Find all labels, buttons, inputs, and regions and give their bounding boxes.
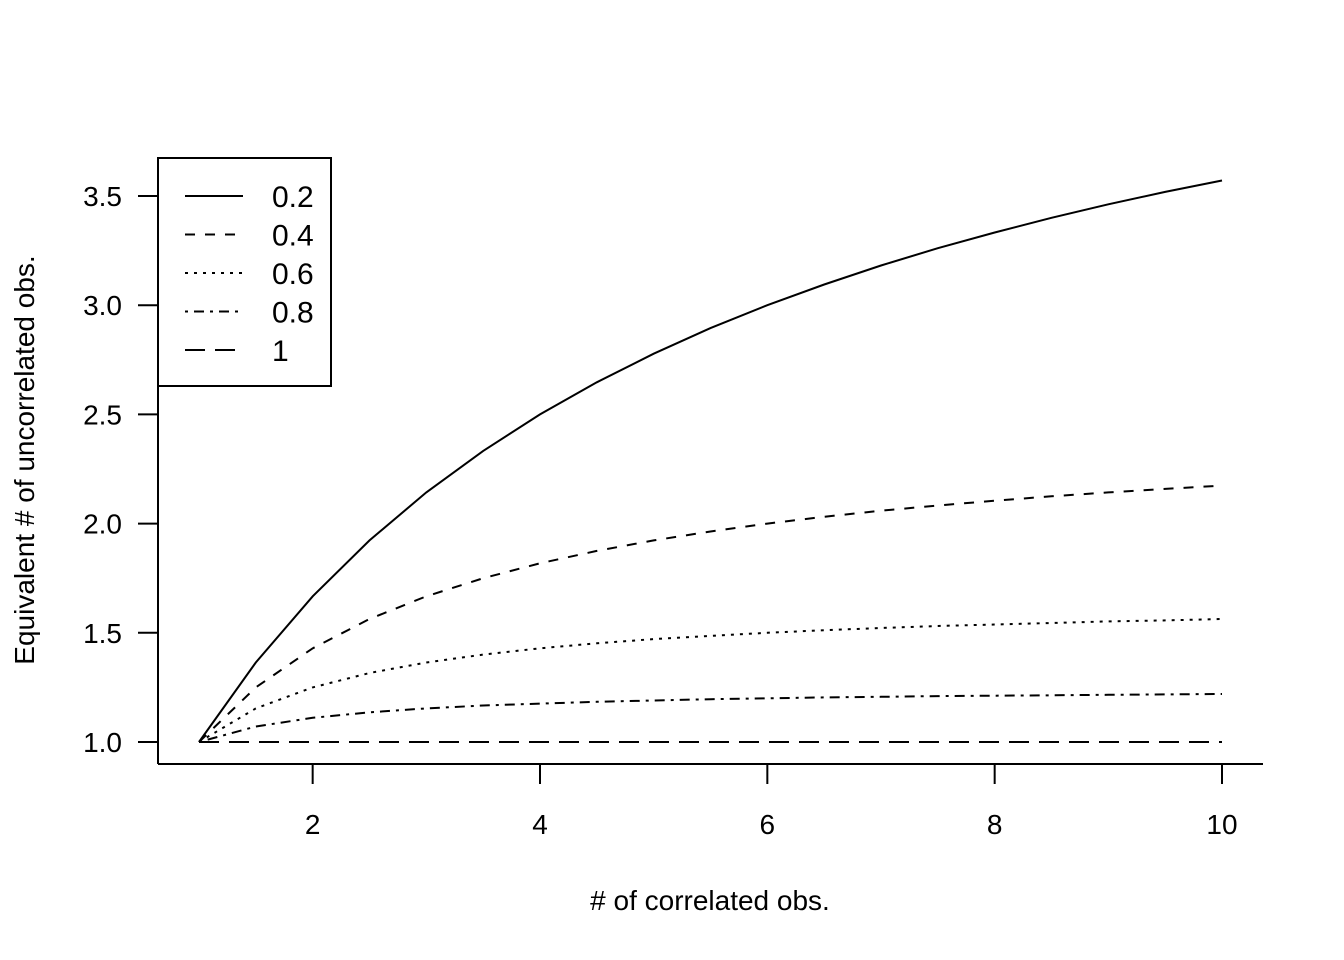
legend-label: 0.6 (272, 258, 314, 291)
series-line-0-4 (198, 484, 1223, 743)
legend-label: 1 (272, 335, 289, 368)
y-tick-label: 1.5 (83, 618, 122, 649)
axes: 1.0 1.5 2.0 2.5 3.0 3.5 2 4 6 8 10 (83, 158, 1263, 840)
y-axis-title: Equivalent # of uncorrelated obs. (9, 255, 40, 664)
legend-label: 0.8 (272, 297, 314, 330)
series-line-0-2 (198, 179, 1223, 743)
y-tick-label: 2.5 (83, 399, 122, 430)
series-lines (198, 179, 1223, 743)
x-axis-title: # of correlated obs. (590, 885, 830, 916)
series-line-0-6 (198, 618, 1223, 743)
y-tick-label: 2.0 (83, 509, 122, 540)
legend: 0.2 0.4 0.6 0.8 1 (157, 157, 332, 387)
legend-label: 0.2 (272, 181, 314, 214)
y-tick-label: 3.5 (83, 181, 122, 212)
x-tick-label: 10 (1206, 809, 1237, 840)
y-tick-label: 1.0 (83, 727, 122, 758)
x-tick-label: 6 (760, 809, 776, 840)
y-tick-label: 3.0 (83, 290, 122, 321)
x-tick-label: 8 (987, 809, 1003, 840)
x-tick-label: 2 (305, 809, 321, 840)
series-line-0-8 (198, 693, 1223, 743)
x-tick-label: 4 (532, 809, 548, 840)
legend-label: 0.4 (272, 220, 314, 253)
